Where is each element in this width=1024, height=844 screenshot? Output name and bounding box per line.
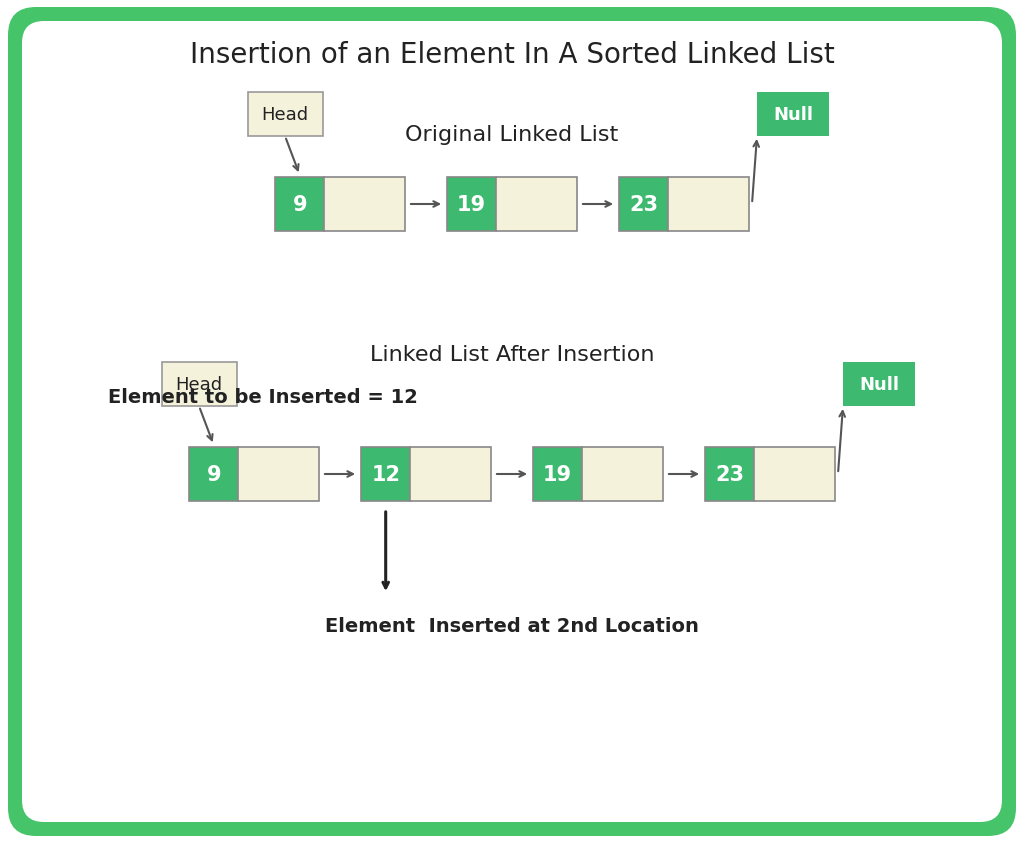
Text: 9: 9: [293, 195, 307, 214]
Text: Head: Head: [175, 376, 222, 393]
FancyBboxPatch shape: [8, 8, 1016, 836]
Bar: [534, 447, 583, 501]
Text: Head: Head: [261, 106, 308, 124]
Bar: [275, 178, 325, 232]
Text: Null: Null: [773, 106, 813, 124]
Bar: [497, 178, 577, 232]
Text: 9: 9: [207, 464, 221, 484]
Bar: [669, 178, 749, 232]
Text: Element  Inserted at 2nd Location: Element Inserted at 2nd Location: [325, 616, 699, 636]
Bar: [447, 178, 497, 232]
FancyBboxPatch shape: [22, 22, 1002, 822]
Text: 12: 12: [372, 464, 400, 484]
Bar: [411, 447, 490, 501]
Bar: [361, 447, 411, 501]
Text: Element to be Inserted = 12: Element to be Inserted = 12: [108, 388, 418, 407]
Text: 19: 19: [543, 464, 572, 484]
Bar: [325, 178, 406, 232]
Bar: [757, 93, 829, 137]
Text: Linked List After Insertion: Linked List After Insertion: [370, 344, 654, 365]
Bar: [583, 447, 663, 501]
Text: 23: 23: [715, 464, 744, 484]
Bar: [239, 447, 319, 501]
Bar: [755, 447, 835, 501]
Text: 19: 19: [457, 195, 486, 214]
Bar: [162, 363, 237, 407]
Text: 23: 23: [629, 195, 658, 214]
Bar: [248, 93, 323, 137]
Text: Null: Null: [859, 376, 899, 393]
Bar: [189, 447, 239, 501]
Bar: [705, 447, 755, 501]
Text: Original Linked List: Original Linked List: [406, 125, 618, 145]
Bar: [618, 178, 669, 232]
Bar: [843, 363, 915, 407]
Text: Insertion of an Element In A Sorted Linked List: Insertion of an Element In A Sorted Link…: [189, 41, 835, 69]
